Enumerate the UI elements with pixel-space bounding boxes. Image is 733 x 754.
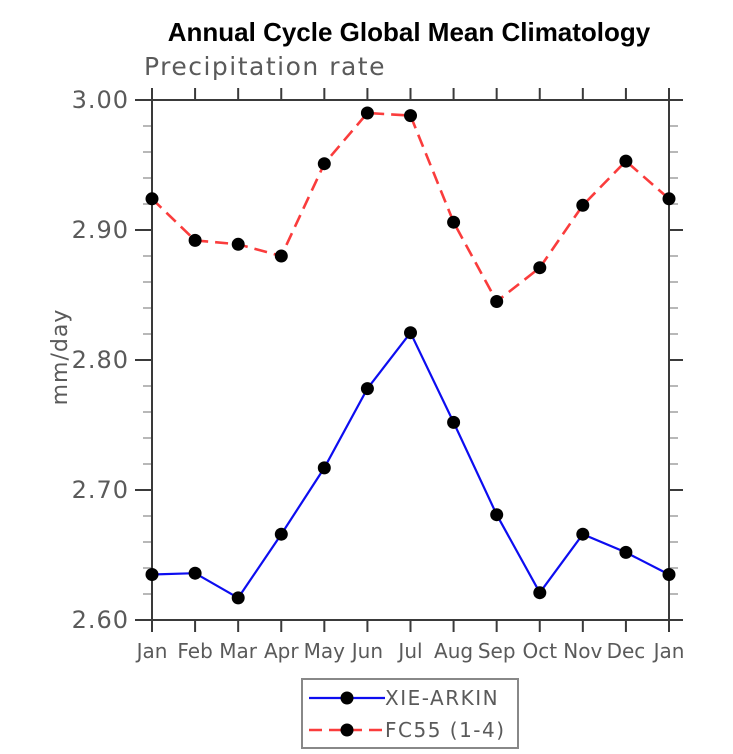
x-tick-label: Mar	[219, 639, 258, 663]
data-point-marker-1	[490, 295, 504, 308]
series-line-1	[151, 111, 670, 304]
legend-sample-marker	[340, 691, 354, 704]
x-tick-label: Feb	[177, 639, 212, 663]
data-point-marker-0	[231, 591, 245, 605]
data-point-marker-0	[576, 527, 590, 541]
data-point-marker-1	[188, 233, 202, 247]
data-point-marker-1	[360, 106, 374, 120]
data-point-marker-0	[317, 461, 331, 475]
data-point-marker-1	[576, 198, 590, 212]
x-tick-label: Oct	[522, 639, 557, 663]
chart-title: Annual Cycle Global Mean Climatology	[167, 17, 651, 47]
data-point-marker-0	[490, 508, 504, 522]
data-point-marker-1	[447, 215, 461, 229]
data-point-marker-0	[188, 566, 202, 580]
x-tick-label: Apr	[264, 639, 299, 663]
y-axis-title: mm/day	[48, 309, 73, 406]
data-point-marker-0	[619, 545, 633, 559]
y-tick-label: 2.80	[72, 346, 129, 374]
legend-sample-marker	[340, 723, 354, 736]
data-point-marker-0	[274, 527, 288, 541]
x-tick-label: Jan	[652, 639, 685, 663]
data-point-marker-1	[619, 154, 633, 168]
x-tick-label: Dec	[607, 639, 646, 663]
chart-subtitle: Precipitation rate	[144, 52, 386, 81]
data-point-marker-0	[404, 326, 417, 340]
data-point-marker-0	[533, 586, 547, 600]
series-line-0	[151, 330, 670, 600]
x-tick-label: Aug	[434, 639, 473, 663]
data-point-marker-0	[662, 568, 676, 581]
data-point-marker-1	[404, 109, 417, 123]
legend-box: XIE-ARKIN FC55 (1-4)	[301, 678, 519, 749]
x-tick-label: Jan	[135, 639, 168, 663]
data-point-marker-1	[317, 157, 331, 171]
data-point-marker-1	[145, 192, 159, 206]
legend-label-fc55: FC55 (1-4)	[385, 717, 506, 742]
legend-item-fc55: FC55 (1-4)	[309, 714, 517, 746]
legend-line-sample-dashed	[309, 723, 385, 736]
x-tick-label: Sep	[478, 639, 516, 663]
data-point-marker-1	[662, 192, 676, 206]
data-point-marker-0	[145, 568, 159, 581]
x-tick-label: Nov	[563, 639, 602, 663]
y-tick-label: 2.60	[72, 606, 129, 634]
x-tick-label: May	[304, 639, 346, 663]
legend-line-sample-solid	[309, 691, 385, 704]
legend-label-xie-arkin: XIE-ARKIN	[385, 685, 500, 710]
data-point-marker-0	[360, 382, 374, 396]
y-tick-label: 2.70	[72, 476, 129, 504]
x-tick-label: Jul	[396, 639, 422, 663]
data-point-marker-0	[447, 415, 461, 429]
data-point-marker-1	[533, 261, 547, 275]
y-tick-label: 2.90	[72, 216, 129, 244]
data-point-marker-1	[274, 249, 288, 263]
y-tick-label: 3.00	[72, 86, 129, 114]
data-point-marker-1	[231, 237, 245, 251]
x-tick-label: Jun	[350, 639, 383, 663]
legend-item-xie-arkin: XIE-ARKIN	[309, 682, 517, 714]
